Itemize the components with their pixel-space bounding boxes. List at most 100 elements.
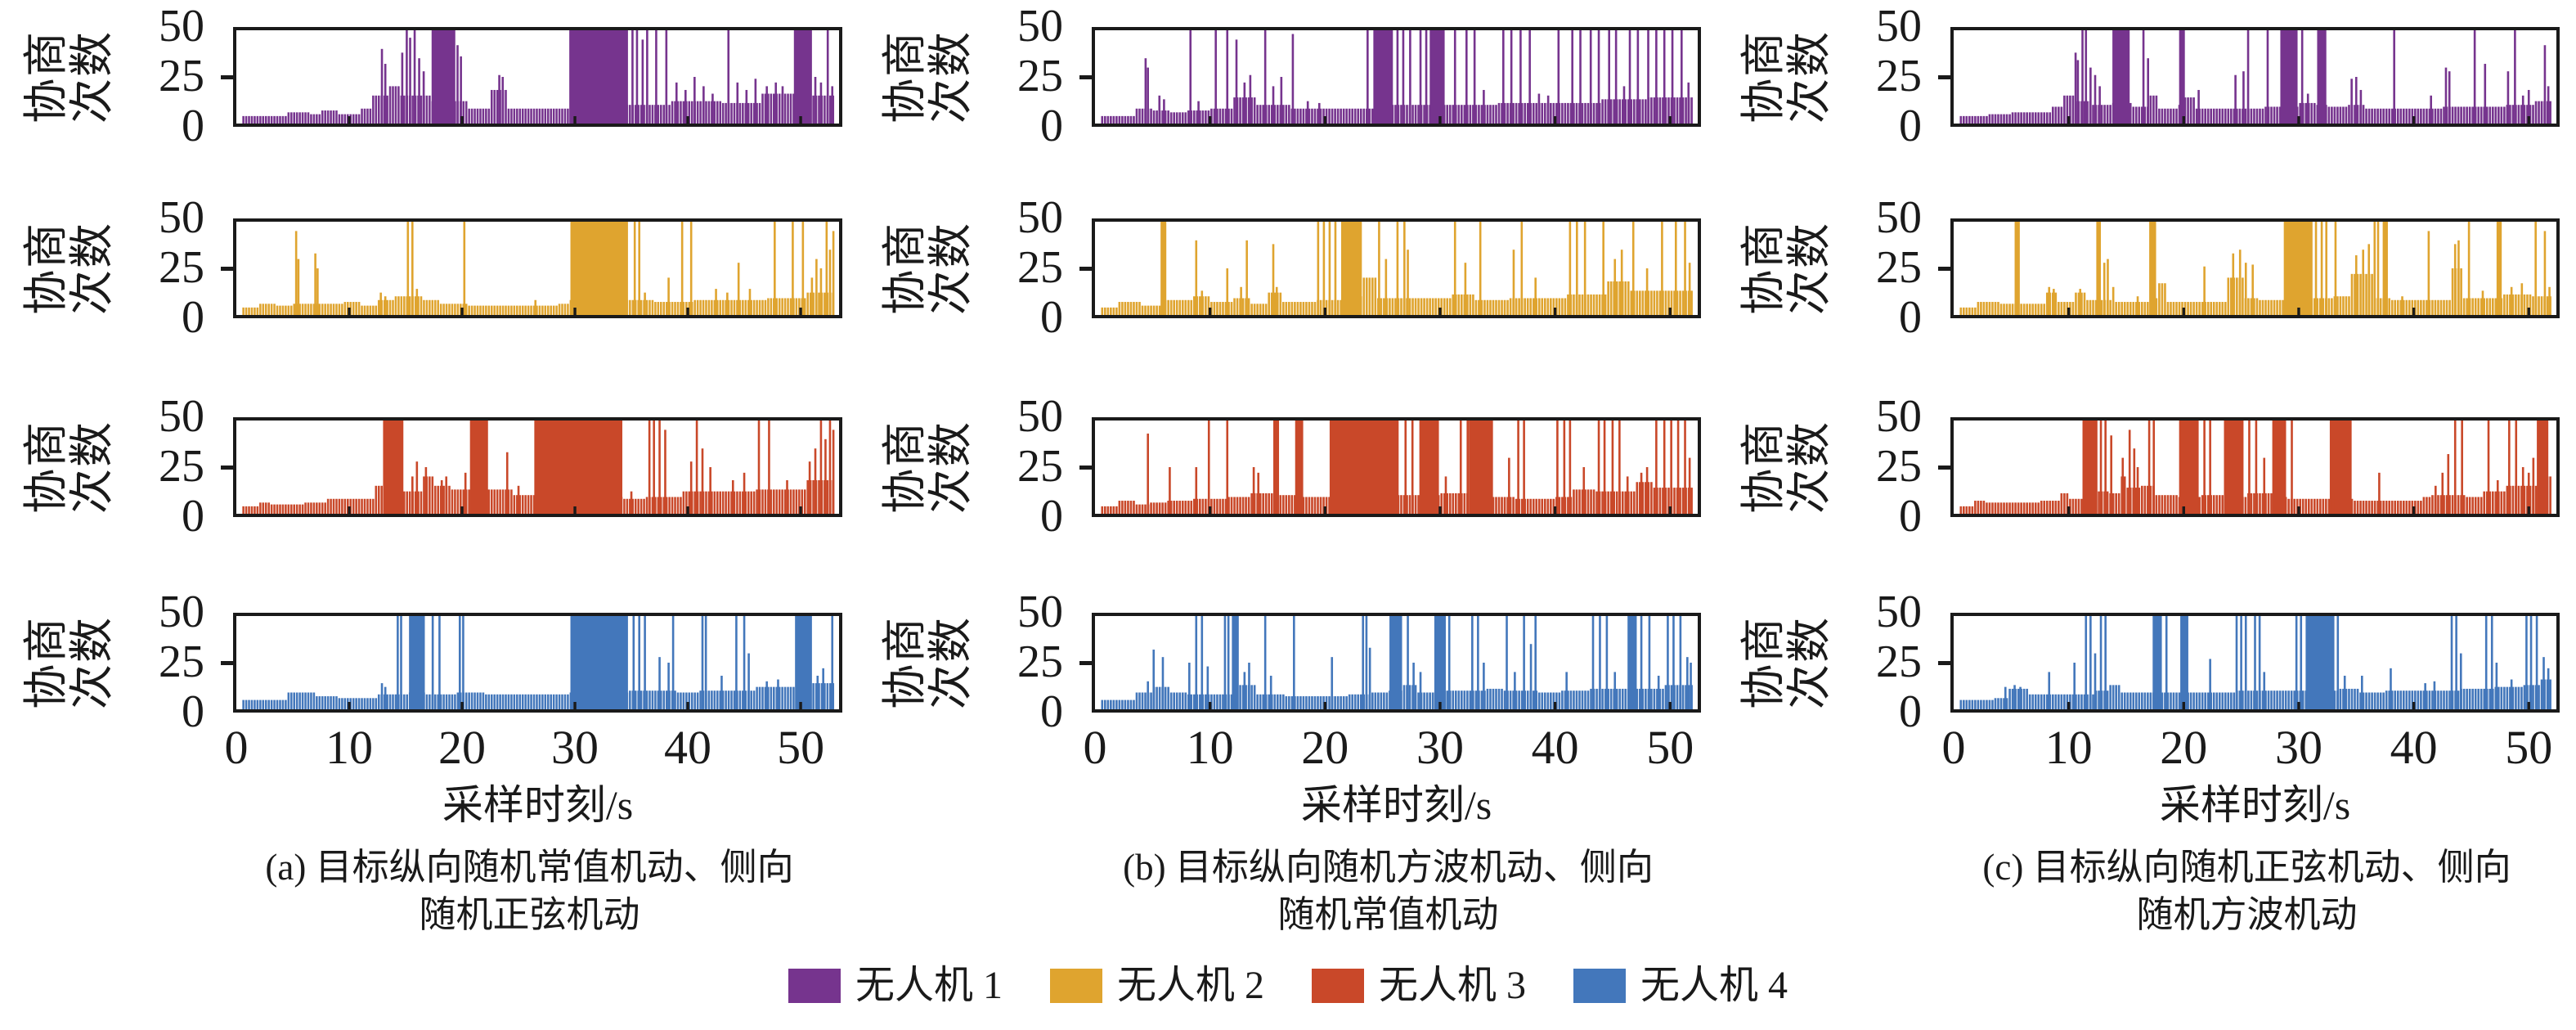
- subplot-a-uav4: 协商 次数 50 25 0: [0, 589, 859, 735]
- plot-area: [1938, 417, 2560, 517]
- subplot-c-uav2: 协商 次数 50 25 0: [1717, 195, 2576, 340]
- x-tick-label: 10: [325, 721, 373, 774]
- y-tick-label: 25: [159, 50, 204, 101]
- x-tick-label: 0: [1083, 721, 1107, 774]
- y-tick-label: 25: [159, 440, 204, 492]
- y-tick-label: 25: [1017, 440, 1063, 492]
- y-tick-label: 50: [159, 586, 204, 637]
- y-tick-label: 0: [1899, 100, 1922, 151]
- bar-series-无人机 1: [1101, 30, 1693, 124]
- x-tick-label: 50: [1646, 721, 1694, 774]
- y-tick-mark-25: [1079, 267, 1092, 271]
- y-tick-mark-25: [1079, 661, 1092, 665]
- y-tick-label: 0: [1040, 291, 1063, 343]
- subplot-a-uav3: 协商 次数 50 25 0: [0, 394, 859, 539]
- subplot-b-uav2: 协商 次数 50 25 0: [859, 195, 1717, 340]
- y-tick-label: 0: [1040, 490, 1063, 542]
- y-tick-labels: 50 25 0: [82, 195, 204, 340]
- y-tick-label: 0: [182, 291, 204, 343]
- legend-swatch-uav3: [1312, 969, 1364, 1003]
- x-tick-label: 40: [664, 721, 712, 774]
- x-tick-label: 20: [438, 721, 487, 774]
- column-a: 协商 次数 50 25 0 协商 次数 50 25 0 协商 次数 50 25 0 协商 次数 50 25 0…: [0, 0, 859, 1030]
- y-tick-labels: 50 25 0: [940, 3, 1063, 149]
- x-tick-label: 0: [224, 721, 249, 774]
- y-tick-labels: 50 25 0: [82, 394, 204, 539]
- x-tick-label: 10: [1186, 721, 1234, 774]
- y-tick-labels: 50 25 0: [1799, 589, 1922, 735]
- bar-series-无人机 4: [242, 616, 835, 709]
- plot-area: [1938, 27, 2560, 127]
- y-tick-label: 25: [1876, 636, 1922, 687]
- subplot-b-uav1: 协商 次数 50 25 0: [859, 3, 1717, 149]
- x-axis-label: 采样时刻/s: [2159, 782, 2351, 828]
- subplot-a-uav1: 协商 次数 50 25 0: [0, 3, 859, 149]
- plot-area: [221, 417, 842, 517]
- legend-item-uav3: 无人机 3: [1312, 966, 1526, 1005]
- x-tick-label: 10: [2044, 721, 2093, 774]
- legend-label: 无人机 1: [855, 964, 1003, 1007]
- y-tick-label: 0: [1899, 291, 1922, 343]
- y-tick-label: 25: [1876, 440, 1922, 492]
- x-tick-label: 50: [2505, 721, 2553, 774]
- y-tick-label: 0: [1899, 686, 1922, 737]
- y-tick-label: 50: [159, 390, 204, 442]
- bar-series-无人机 4: [1959, 616, 2551, 709]
- y-tick-label: 50: [159, 191, 204, 243]
- subplot-a-uav2: 协商 次数 50 25 0: [0, 195, 859, 340]
- y-tick-label: 50: [1017, 390, 1063, 442]
- y-tick-label: 0: [182, 490, 204, 542]
- y-tick-mark-25: [1938, 75, 1950, 79]
- y-tick-labels: 50 25 0: [940, 589, 1063, 735]
- caption-a: (a) 目标纵向随机常值机动、侧向 随机正弦机动: [265, 847, 794, 935]
- y-tick-label: 25: [1876, 50, 1922, 101]
- plot-area: [1079, 27, 1701, 127]
- legend-swatch-uav1: [788, 969, 841, 1003]
- y-tick-mark-25: [221, 661, 233, 665]
- y-tick-mark-25: [1938, 661, 1950, 665]
- subplot-c-uav3: 协商 次数 50 25 0: [1717, 394, 2576, 539]
- x-tick-labels: 0 10 20 30 40 50: [225, 721, 842, 776]
- y-tick-label: 50: [1017, 0, 1063, 52]
- plot-area: [1079, 613, 1701, 713]
- y-tick-labels: 50 25 0: [1799, 394, 1922, 539]
- bar-series-无人机 3: [1959, 421, 2551, 514]
- caption-b: (b) 目标纵向随机方波机动、侧向 随机常值机动: [1123, 847, 1654, 935]
- y-tick-label: 50: [1876, 586, 1922, 637]
- y-tick-labels: 50 25 0: [1799, 195, 1922, 340]
- subplot-c-uav4: 协商 次数 50 25 0: [1717, 589, 2576, 735]
- y-tick-label: 0: [182, 100, 204, 151]
- x-tick-label: 30: [551, 721, 599, 774]
- y-tick-mark-25: [1938, 267, 1950, 271]
- y-tick-labels: 50 25 0: [82, 589, 204, 735]
- subplot-b-uav4: 协商 次数 50 25 0: [859, 589, 1717, 735]
- y-tick-label: 50: [159, 0, 204, 52]
- y-tick-labels: 50 25 0: [940, 394, 1063, 539]
- plot-area: [1938, 218, 2560, 318]
- x-tick-label: 40: [1531, 721, 1579, 774]
- y-tick-mark-25: [221, 267, 233, 271]
- y-tick-label: 25: [1017, 636, 1063, 687]
- y-tick-label: 25: [159, 636, 204, 687]
- y-tick-mark-25: [1079, 466, 1092, 470]
- bar-series-无人机 2: [1959, 222, 2551, 315]
- y-tick-label: 0: [1040, 686, 1063, 737]
- plot-area: [221, 613, 842, 713]
- y-tick-label: 50: [1017, 191, 1063, 243]
- caption-c: (c) 目标纵向随机正弦机动、侧向 随机方波机动: [1982, 847, 2511, 935]
- bar-series-无人机 4: [1101, 616, 1693, 709]
- y-tick-label: 0: [182, 686, 204, 737]
- bar-series-无人机 1: [242, 30, 835, 124]
- legend-swatch-uav2: [1049, 969, 1102, 1003]
- plot-area: [1938, 613, 2560, 713]
- column-b: 协商 次数 50 25 0 协商 次数 50 25 0 协商 次数 50 25 0 协商 次数 50 25 0…: [859, 0, 1717, 1030]
- x-tick-label: 0: [1941, 721, 1966, 774]
- y-tick-label: 25: [1876, 241, 1922, 293]
- y-tick-labels: 50 25 0: [940, 195, 1063, 340]
- bar-series-无人机 3: [242, 421, 835, 514]
- x-axis-label: 采样时刻/s: [442, 782, 634, 828]
- y-tick-mark-25: [221, 466, 233, 470]
- plot-area: [221, 218, 842, 318]
- legend-item-uav1: 无人机 1: [788, 966, 1003, 1005]
